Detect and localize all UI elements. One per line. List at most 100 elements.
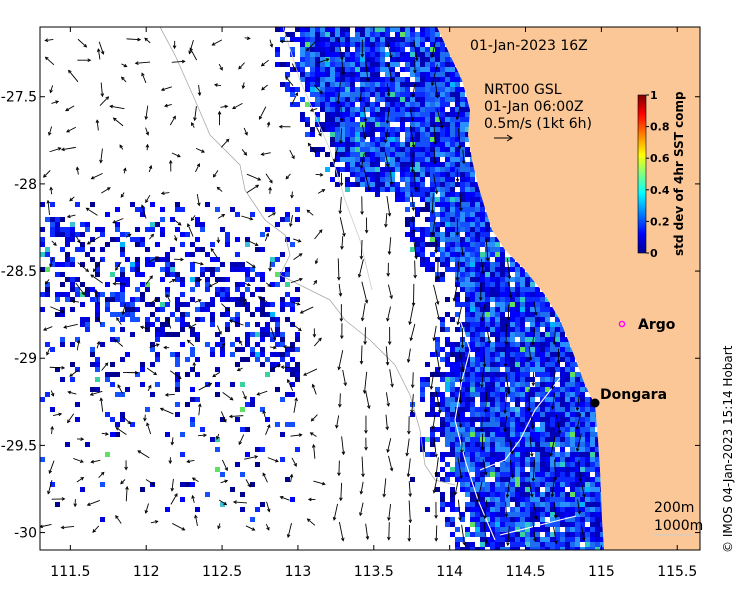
sst-pixel: [440, 197, 445, 202]
sst-pixel: [490, 542, 495, 547]
current-vector-head: [408, 519, 413, 524]
sst-pixel: [495, 237, 500, 242]
sst-pixel: [290, 357, 295, 362]
sst-pixel: [520, 367, 525, 372]
sst-pixel: [450, 77, 455, 82]
sst-pixel: [440, 67, 445, 72]
sst-pixel: [480, 472, 485, 477]
current-vector: [75, 282, 85, 295]
sst-pixel: [565, 472, 570, 477]
sst-pixel: [370, 167, 375, 172]
sst-pixel: [215, 342, 220, 347]
sst-pixel: [365, 162, 370, 167]
sst-pixel: [455, 357, 460, 362]
sst-pixel: [455, 342, 460, 347]
sst-pixel: [570, 517, 575, 522]
sst-pixel: [80, 282, 85, 287]
sst-pixel: [295, 297, 300, 302]
current-vector: [388, 504, 392, 521]
sst-pixel: [440, 162, 445, 167]
sst-pixel: [335, 27, 340, 32]
sst-pixel: [420, 382, 425, 387]
sst-pixel: [520, 387, 525, 392]
sst-pixel: [340, 137, 345, 142]
current-vector-head: [460, 449, 464, 454]
sst-pixel: [570, 417, 575, 422]
sst-pixel: [385, 97, 390, 102]
current-vector-head: [166, 293, 170, 298]
sst-pixel: [115, 237, 120, 242]
sst-pixel: [470, 407, 475, 412]
sst-pixel: [145, 247, 150, 252]
sst-pixel: [555, 527, 560, 532]
sst-pixel: [425, 242, 430, 247]
sst-pixel: [215, 392, 220, 397]
sst-pixel: [495, 537, 500, 542]
sst-pixel: [65, 252, 70, 257]
current-vector: [198, 382, 212, 391]
sst-pixel: [545, 477, 550, 482]
sst-pixel: [565, 387, 570, 392]
current-vector-head: [414, 57, 419, 62]
current-vector: [49, 366, 65, 369]
sst-pixel: [515, 437, 520, 442]
current-vector: [365, 60, 369, 82]
sst-pixel: [355, 27, 360, 32]
sst-pixel: [345, 57, 350, 62]
sst-pixel: [420, 52, 425, 57]
sst-pixel: [525, 377, 530, 382]
sst-pixel: [425, 382, 430, 387]
sst-pixel: [430, 412, 435, 417]
sst-pixel: [445, 232, 450, 237]
sst-pixel: [420, 47, 425, 52]
sst-pixel: [540, 502, 545, 507]
sst-pixel: [485, 402, 490, 407]
sst-pixel: [420, 232, 425, 237]
sst-pixel: [570, 402, 575, 407]
sst-pixel: [465, 442, 470, 447]
sst-pixel: [40, 397, 45, 402]
sst-pixel: [455, 182, 460, 187]
sst-pixel: [370, 92, 375, 97]
current-vector-head: [236, 367, 241, 372]
sst-pixel: [430, 402, 435, 407]
argo-marker-icon: [618, 320, 626, 328]
sst-pixel: [595, 467, 600, 472]
sst-pixel: [475, 302, 480, 307]
sst-pixel: [360, 72, 365, 77]
sst-pixel: [290, 342, 295, 347]
sst-pixel: [335, 57, 340, 62]
sst-pixel: [155, 307, 160, 312]
sst-pixel: [555, 477, 560, 482]
y-tick-label: -28: [14, 177, 37, 193]
imos-credit: © IMOS 04-Jan-2023 15:14 Hobart: [721, 345, 735, 553]
sst-pixel: [445, 357, 450, 362]
sst-pixel: [600, 542, 605, 547]
sst-pixel: [505, 327, 510, 332]
current-vector: [144, 414, 146, 421]
sst-pixel: [570, 527, 575, 532]
sst-pixel: [275, 352, 280, 357]
sst-pixel: [425, 137, 430, 142]
sst-pixel: [460, 117, 465, 122]
sst-pixel: [345, 177, 350, 182]
sst-pixel: [175, 297, 180, 302]
map-timestamp: 01-Jan-2023 16Z: [470, 38, 588, 54]
sst-pixel: [390, 127, 395, 132]
current-vector-head: [266, 508, 271, 513]
sst-pixel: [395, 197, 400, 202]
sst-pixel: [445, 52, 450, 57]
sst-pixel: [450, 217, 455, 222]
sst-pixel: [325, 32, 330, 37]
sst-pixel: [250, 352, 255, 357]
sst-pixel: [500, 392, 505, 397]
sst-pixel: [315, 87, 320, 92]
sst-pixel: [555, 362, 560, 367]
sst-pixel: [550, 437, 555, 442]
sst-pixel: [515, 477, 520, 482]
sst-pixel: [225, 292, 230, 297]
sst-pixel: [515, 427, 520, 432]
sst-pixel: [155, 327, 160, 332]
sst-pixel: [385, 67, 390, 72]
sst-pixel: [470, 412, 475, 417]
